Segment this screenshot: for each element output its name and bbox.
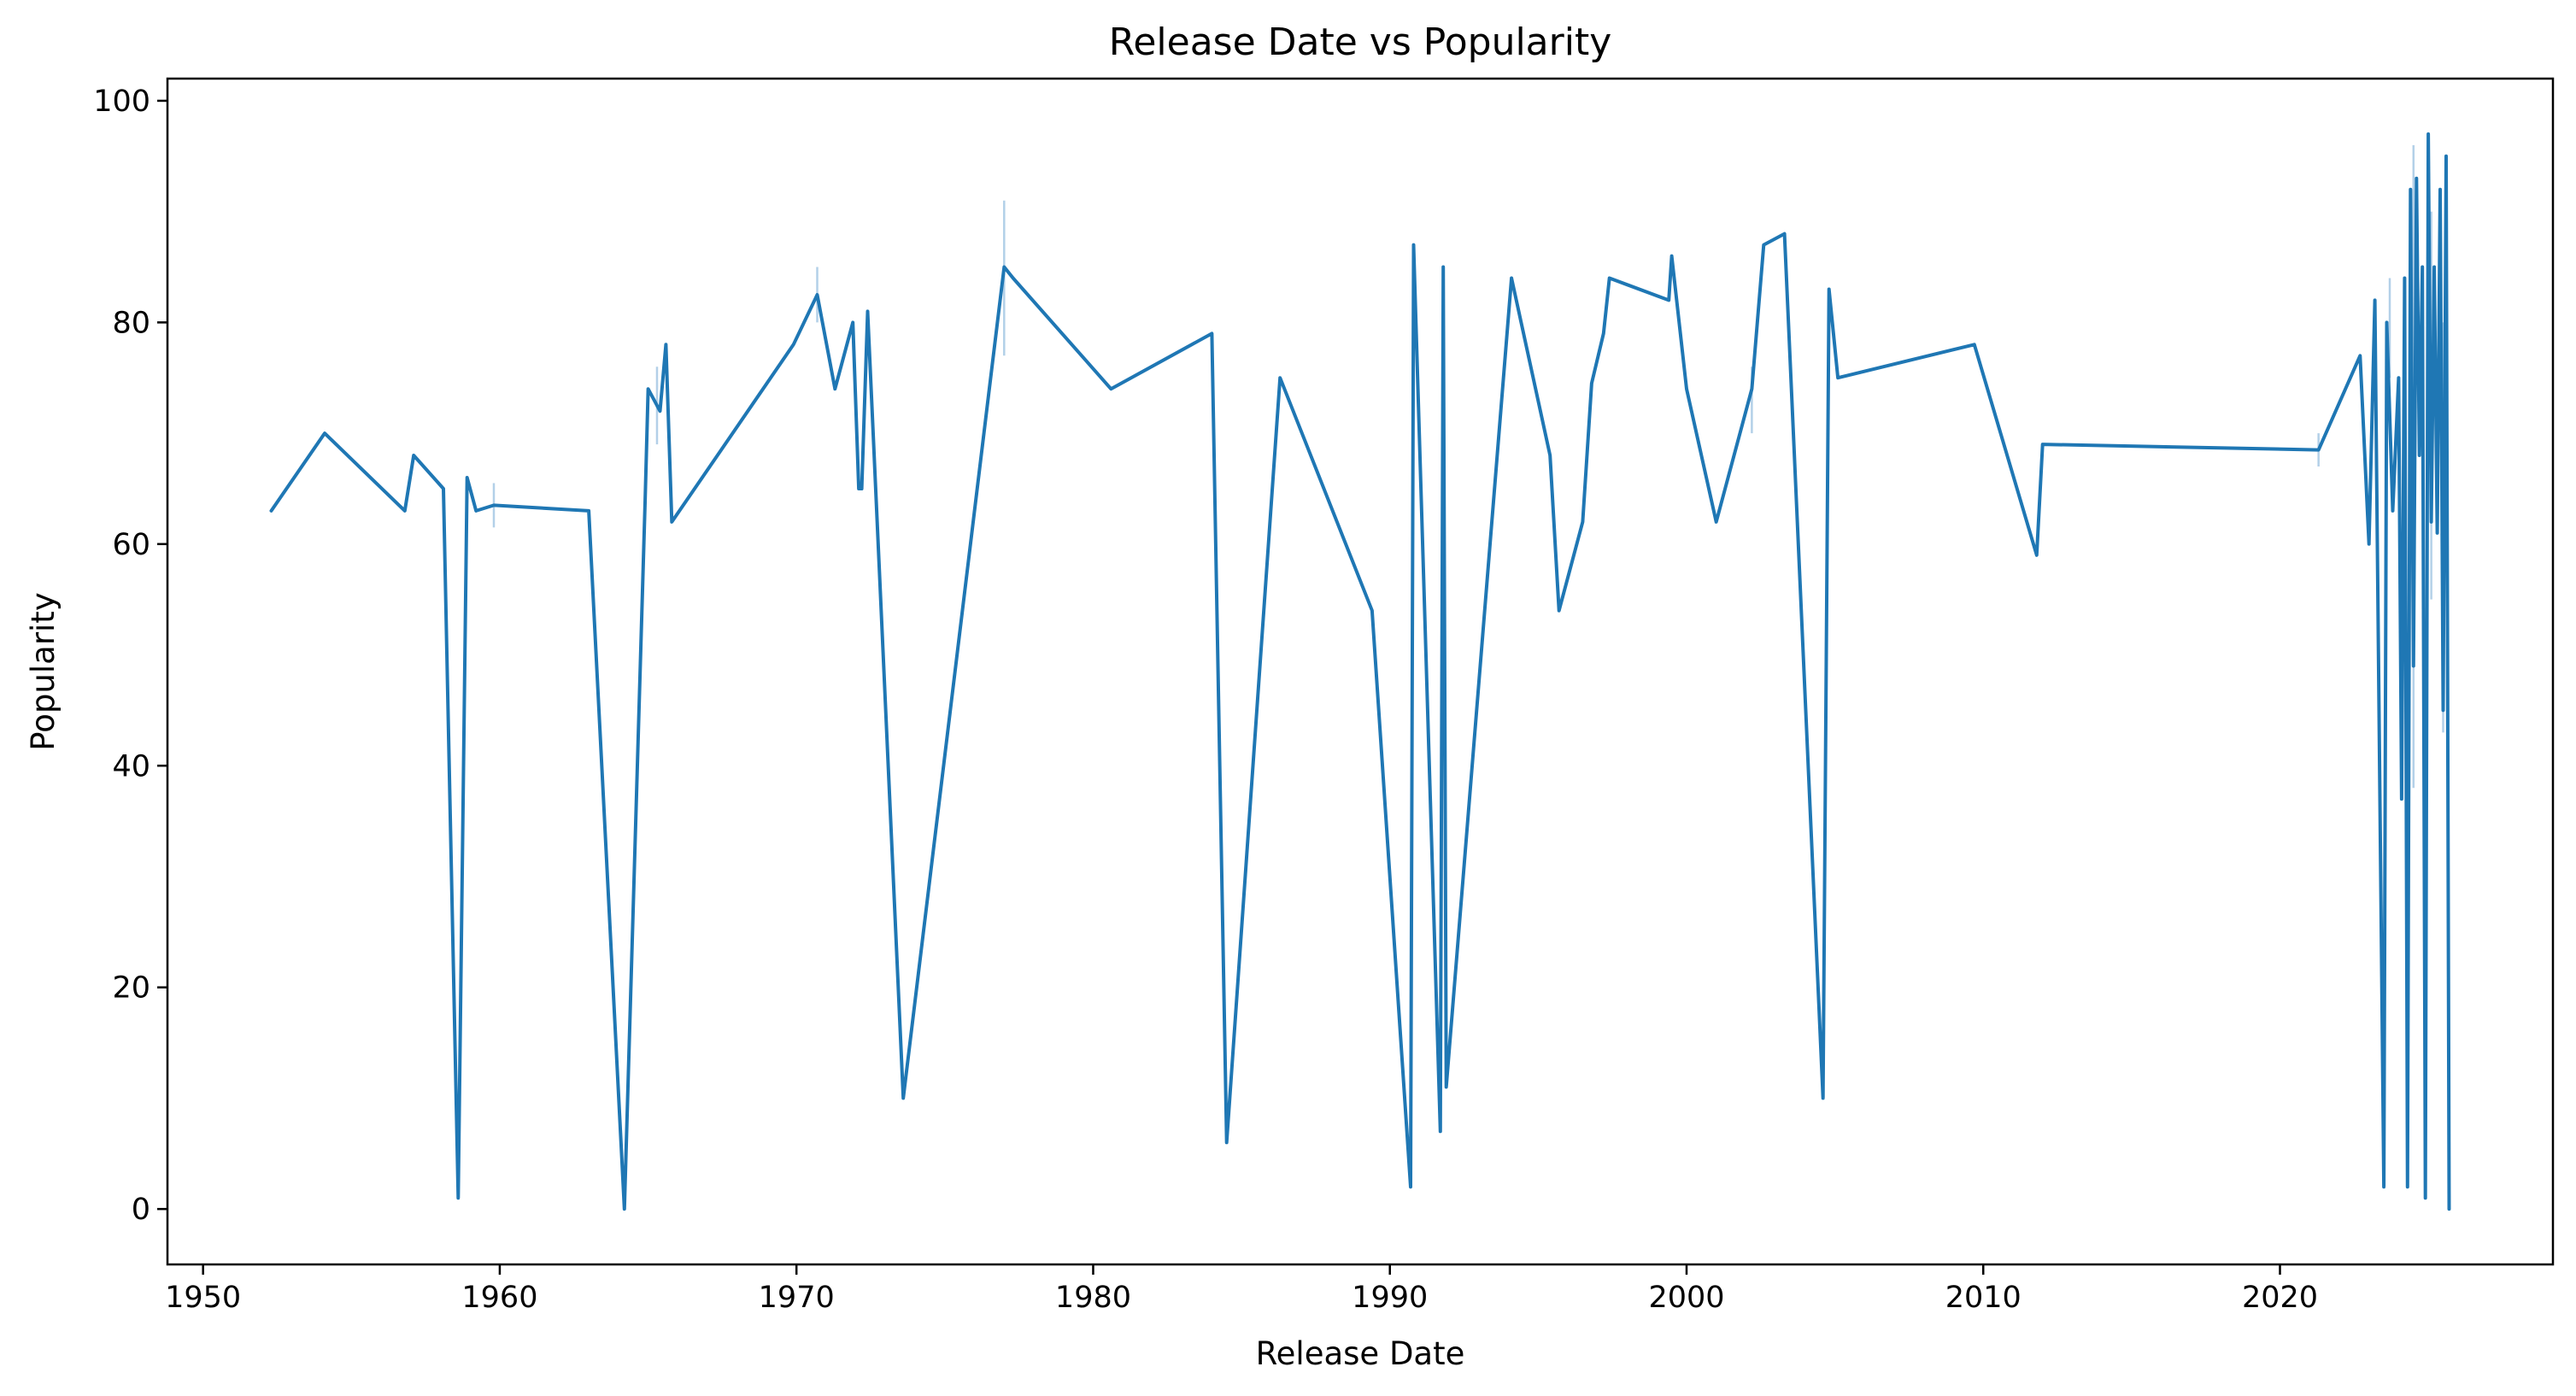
plot-area-frame: [166, 77, 2555, 1266]
x-tick-label-1980: 1980: [1055, 1281, 1131, 1315]
x-tick-label-2000: 2000: [1648, 1281, 1724, 1315]
x-tick-label-1970: 1970: [759, 1281, 835, 1315]
y-tick-label-40: 40: [112, 749, 150, 783]
y-axis: 0 20 40 60 80 100: [93, 85, 167, 1227]
x-axis-label: Release Date: [1256, 1335, 1465, 1372]
y-tick-label-0: 0: [132, 1193, 150, 1227]
y-tick-label-80: 80: [112, 306, 150, 340]
y-axis-label: Popularity: [25, 592, 62, 750]
y-tick-label-20: 20: [112, 971, 150, 1006]
popularity-line: [269, 132, 2451, 1211]
chart-title: Release Date vs Popularity: [1109, 21, 1612, 64]
x-tick-label-2010: 2010: [1945, 1281, 2021, 1315]
x-tick-label-1960: 1960: [461, 1281, 537, 1315]
x-tick-label-1990: 1990: [1352, 1281, 1428, 1315]
x-axis: 1950 1960 1970 1980 1990 2000 2010 2020: [165, 1264, 2318, 1315]
y-tick-label-100: 100: [93, 85, 150, 119]
x-tick-label-2020: 2020: [2242, 1281, 2318, 1315]
x-tick-label-1950: 1950: [165, 1281, 241, 1315]
data-line-layer: [269, 132, 2451, 1211]
y-tick-label-60: 60: [112, 528, 150, 562]
